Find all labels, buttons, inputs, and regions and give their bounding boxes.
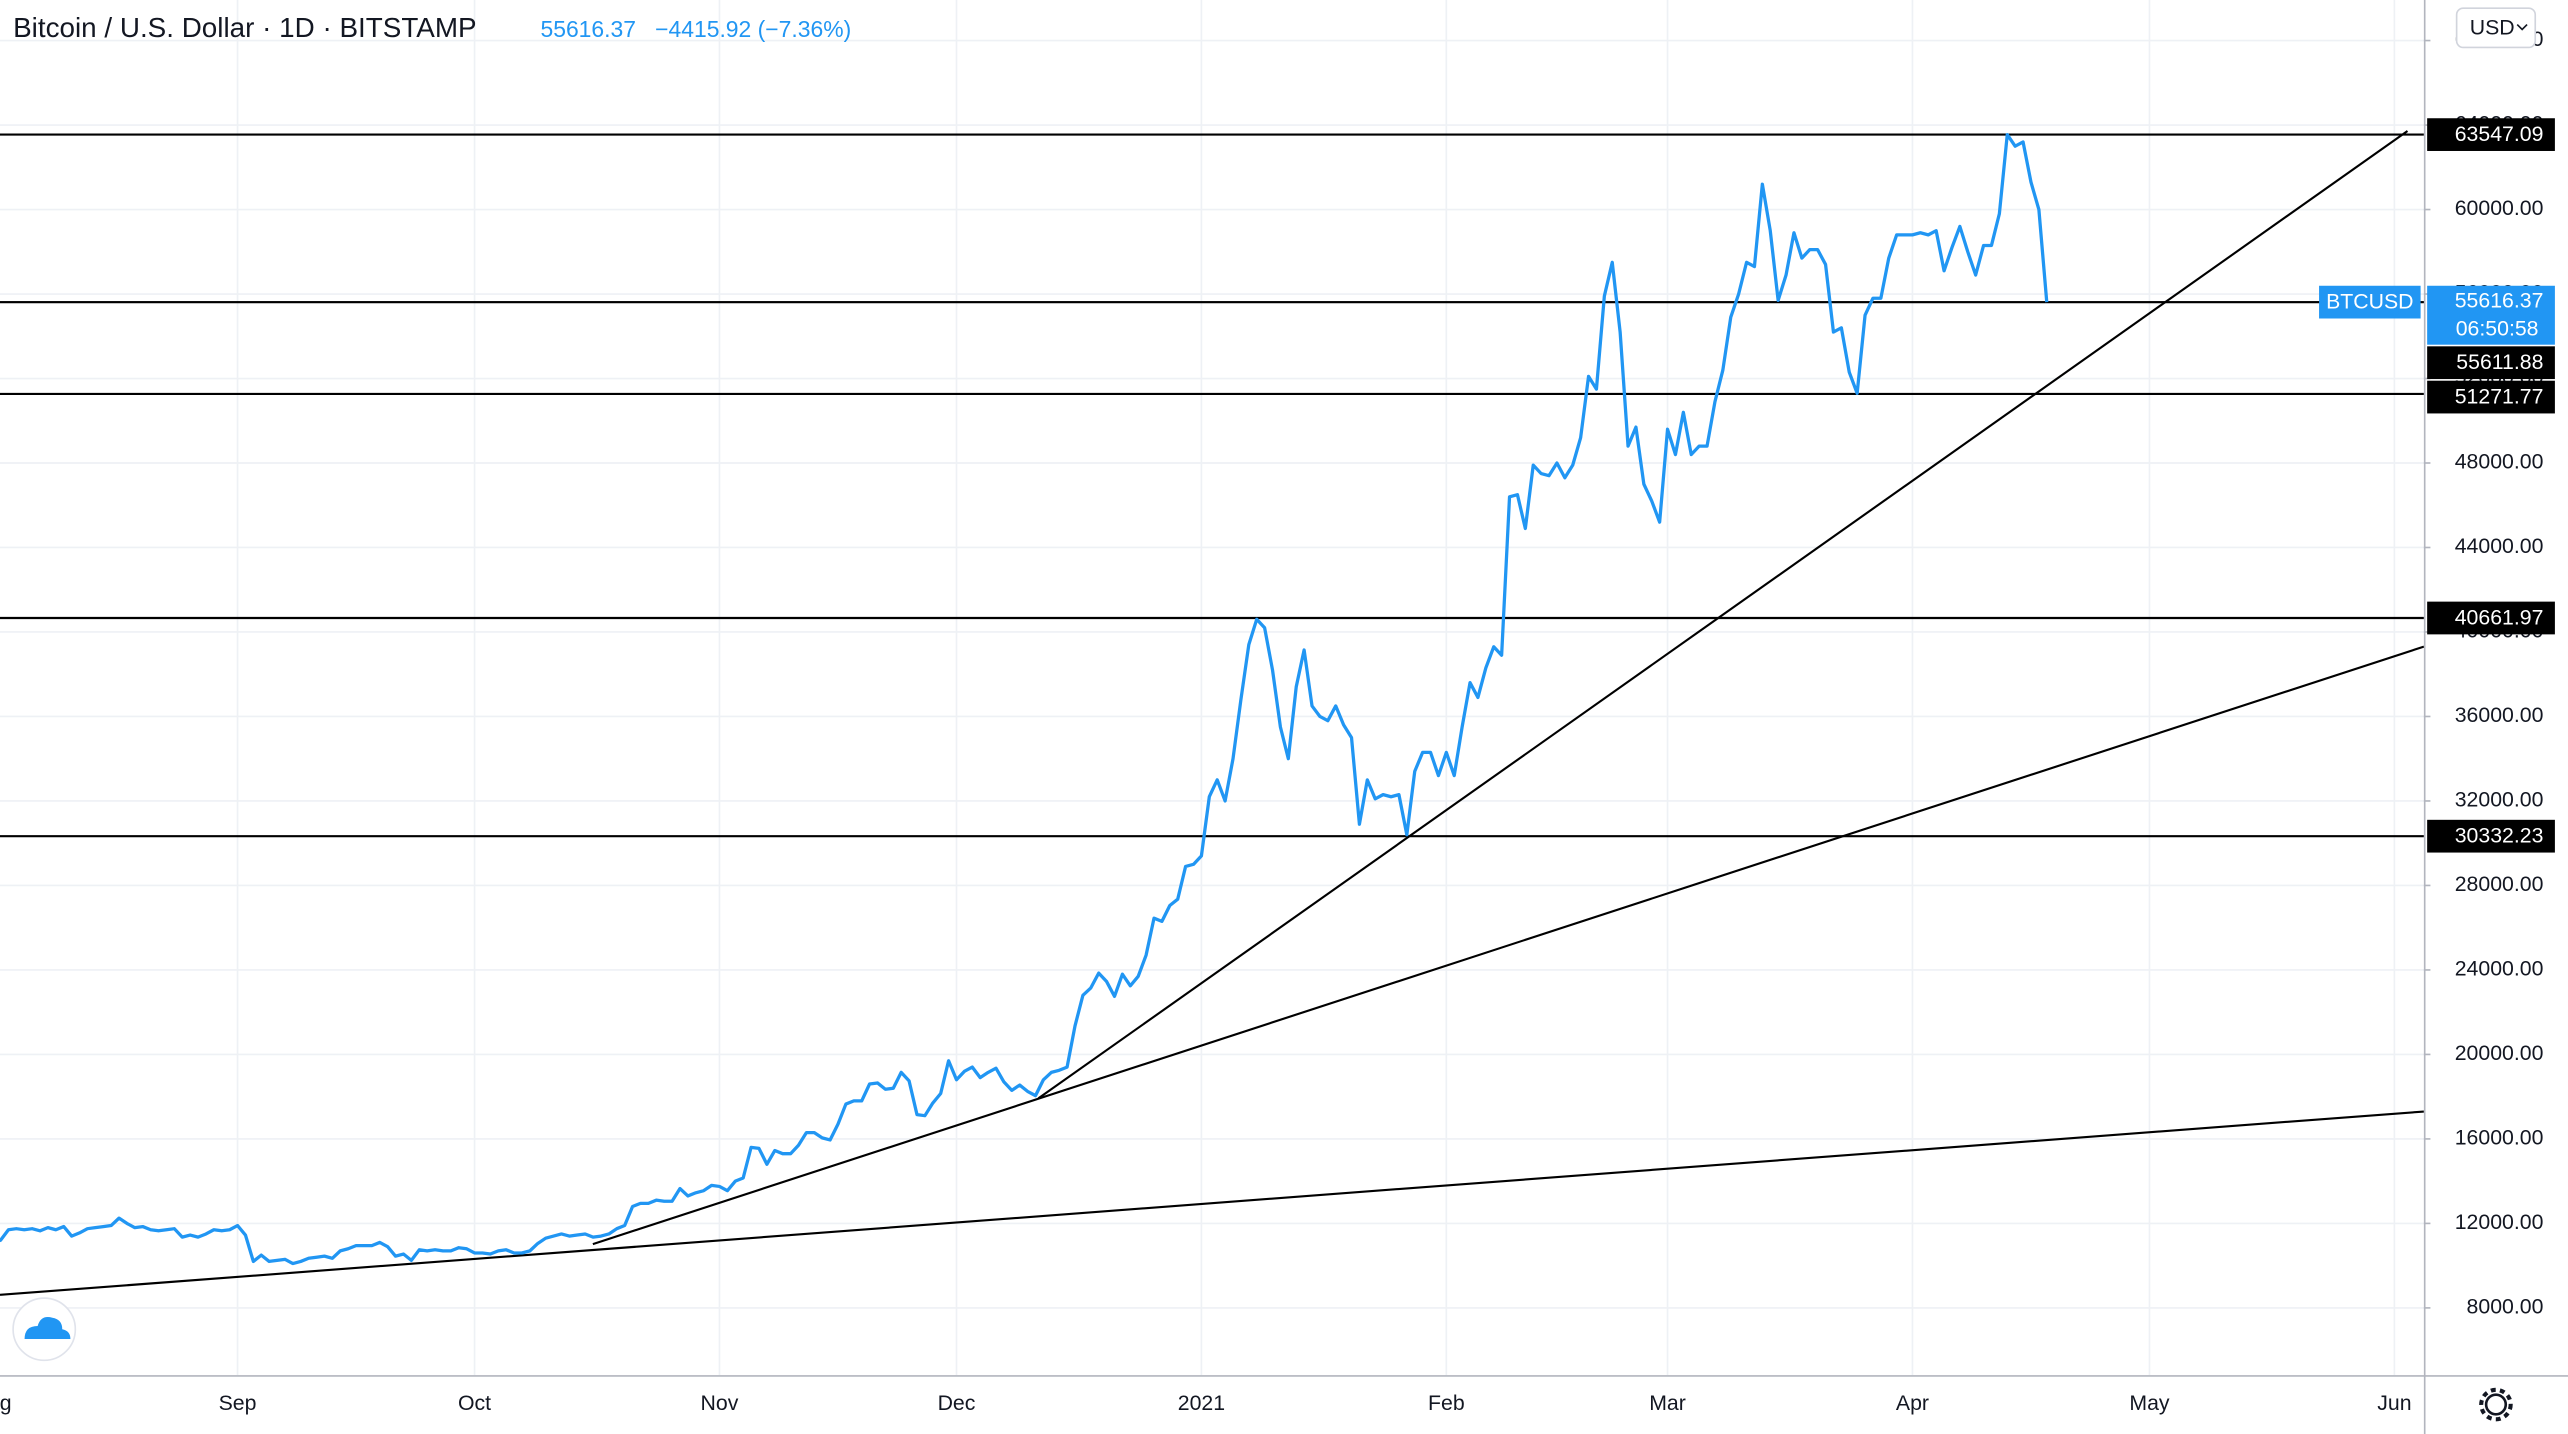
price-lines (0, 133, 2424, 838)
grid (0, 0, 2424, 1376)
trend-line (0, 1110, 2424, 1296)
currency-button-box[interactable] (2455, 7, 2537, 49)
price-label: 51271.77 (2455, 385, 2544, 409)
x-tick-label: Aug (0, 1391, 12, 1415)
x-tick-label: May (2129, 1391, 2170, 1415)
x-tick-label: Oct (458, 1391, 491, 1415)
settings-teeth[interactable] (2479, 1387, 2513, 1422)
price-label-box (2427, 601, 2555, 635)
y-tick-label: 60000.00 (2455, 196, 2544, 220)
price-labels: BTCUSD 55616.37 06:50:58 63547.09 55611.88 51… (2319, 118, 2555, 853)
x-tick-label: 2021 (1178, 1391, 1225, 1415)
y-tick-label: 16000.00 (2455, 1126, 2544, 1150)
logo[interactable] (12, 1297, 77, 1362)
last-price-label: 55616.37 (2455, 289, 2544, 313)
y-tick-label: 12000.00 (2455, 1210, 2544, 1234)
price-label: 40661.97 (2455, 605, 2544, 629)
y-tick-label: 32000.00 (2455, 788, 2544, 812)
settings-gear[interactable] (2484, 1393, 2508, 1416)
trend-line (592, 645, 2425, 1246)
x-tick-label: Feb (1428, 1391, 1465, 1415)
y-tick-label: 8000.00 (2467, 1295, 2544, 1319)
price-label-box (2427, 380, 2555, 414)
x-tick-label: Mar (1649, 1391, 1686, 1415)
series (0, 132, 2049, 1266)
x-tick-label: Sep (219, 1391, 257, 1415)
x-tick-label: Dec (938, 1391, 976, 1415)
price-label: 30332.23 (2455, 824, 2544, 848)
last-price-box (2427, 285, 2555, 345)
currency-caret[interactable] (2516, 23, 2528, 31)
y-tick-label: 20000.00 (2455, 1041, 2544, 1065)
trend-lines (0, 130, 2425, 1296)
y-tick-label: 28000.00 (2455, 872, 2544, 896)
price-label-box (2427, 346, 2555, 380)
price-label-box (2427, 118, 2555, 151)
y-tick-label: 48000.00 (2455, 450, 2544, 474)
symbol-label-box (2319, 285, 2421, 319)
currency-button[interactable]: USD (2455, 7, 2537, 49)
settings-button[interactable] (2479, 1387, 2513, 1422)
symbol-label: BTCUSD (2326, 290, 2413, 314)
x-tick-label: Jun (2377, 1391, 2411, 1415)
price-label: 63547.09 (2455, 122, 2544, 146)
logo-cloud[interactable] (24, 1317, 71, 1340)
countdown-label: 06:50:58 (2456, 317, 2539, 341)
currency-button-label[interactable]: USD (2470, 15, 2515, 39)
y-tick-label: 36000.00 (2455, 703, 2544, 727)
x-tick-label: Nov (701, 1391, 739, 1415)
price-line (0, 132, 2049, 1266)
y-tick-label: 24000.00 (2455, 957, 2544, 981)
header-change: −4415.92 (−7.36%) (655, 16, 851, 42)
price-label-box (2427, 819, 2555, 853)
y-tick-label: 44000.00 (2455, 534, 2544, 558)
price-label: 55611.88 (2456, 350, 2543, 374)
x-tick-label: Apr (1896, 1391, 1929, 1415)
symbol-title: Bitcoin / U.S. Dollar · 1D · BITSTAMP (13, 12, 476, 43)
header-price: 55616.37 (540, 16, 636, 42)
trend-line (1037, 130, 2409, 1100)
